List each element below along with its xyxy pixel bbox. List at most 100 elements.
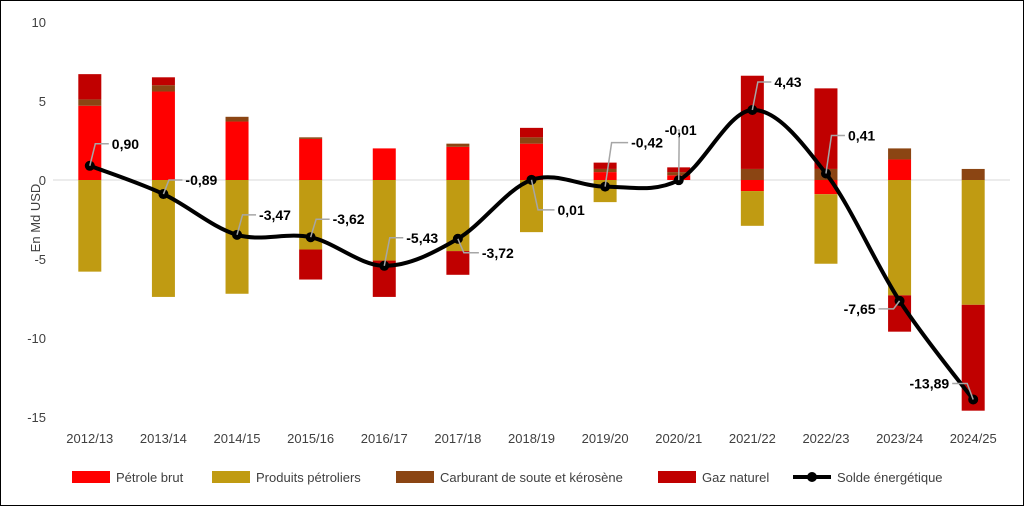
leader-line (952, 382, 974, 400)
bar-segment (372, 148, 396, 180)
x-tick-label: 2015/16 (287, 431, 334, 446)
y-tick-label: -15 (27, 410, 46, 425)
legend-label: Produits pétroliers (256, 470, 361, 485)
leader-line (825, 134, 845, 174)
y-tick-label: 10 (32, 15, 46, 30)
bar-segment (299, 137, 323, 139)
leader-line (162, 179, 183, 195)
bar-segment (78, 105, 102, 180)
bar-segment (151, 180, 175, 297)
x-tick-label: 2024/25 (950, 431, 997, 446)
bar-segment (740, 191, 764, 226)
bar-segment (299, 249, 323, 280)
bar-segment (961, 168, 985, 180)
bar-segment (372, 180, 396, 261)
bar-segment (888, 148, 912, 160)
legend-label: Solde énergétique (837, 470, 943, 485)
y-tick-label: -10 (27, 331, 46, 346)
leader-line (878, 300, 901, 310)
y-tick-label: -5 (34, 252, 46, 267)
bar-segment (225, 121, 249, 180)
x-tick-label: 2019/20 (582, 431, 629, 446)
data-label: -3,72 (482, 245, 514, 261)
x-tick-label: 2017/18 (434, 431, 481, 446)
y-tick-label: 0 (39, 173, 46, 188)
bar-segment (78, 74, 102, 100)
leader-line (530, 179, 555, 211)
data-label: -3,47 (259, 207, 291, 223)
data-label: -0,01 (665, 122, 697, 138)
bar-segment (520, 143, 543, 180)
legend-swatch (396, 471, 434, 483)
y-tick-label: 5 (39, 94, 46, 109)
x-tick-label: 2013/14 (140, 431, 187, 446)
legend-swatch (212, 471, 250, 483)
bar-segment (299, 180, 323, 250)
x-tick-label: 2022/23 (802, 431, 849, 446)
bar-segment (961, 180, 985, 305)
bar-segment (888, 295, 912, 332)
x-tick-label: 2012/13 (66, 431, 113, 446)
leader-line (383, 237, 404, 266)
legend-swatch (72, 471, 110, 483)
data-label: -3,62 (333, 211, 365, 227)
leader-line (236, 214, 257, 236)
x-tick-label: 2018/19 (508, 431, 555, 446)
bar-segment (888, 180, 912, 296)
leader-line (457, 238, 479, 254)
bar-segment (520, 127, 543, 138)
x-tick-label: 2014/15 (214, 431, 261, 446)
bar-segment (593, 168, 617, 173)
x-ticks: 2012/13 2013/14 2014/15 2015/16 2016/17 2017/… (66, 431, 996, 446)
bar-segment (151, 77, 175, 86)
bar-segment (593, 172, 617, 180)
bar-segment (299, 138, 323, 180)
data-label: 0,90 (112, 136, 139, 152)
legend: Pétrole brut Produits pétroliers Carburant… (72, 470, 943, 485)
legend-label: Gaz naturel (702, 470, 769, 485)
legend-swatch (658, 471, 696, 483)
data-label: -0,42 (631, 135, 663, 151)
x-tick-label: 2021/22 (729, 431, 776, 446)
y-axis-label: En Md USD (28, 184, 43, 253)
data-label: 4,43 (774, 74, 801, 90)
bar-segment (740, 75, 764, 169)
leader-line (89, 143, 109, 166)
legend-swatch-marker (807, 472, 817, 482)
bar-segment (740, 180, 764, 192)
legend-label: Pétrole brut (116, 470, 184, 485)
bar-segment (151, 85, 175, 92)
leader-line (604, 141, 629, 187)
data-label: -5,43 (406, 230, 438, 246)
bar-segment (446, 146, 470, 180)
data-label: 0,41 (848, 128, 875, 144)
bar-segment (151, 91, 175, 180)
leader-line (751, 81, 772, 111)
x-tick-label: 2023/24 (876, 431, 923, 446)
bar-segment (888, 159, 912, 180)
bar-segment (446, 143, 470, 147)
bar-segment (225, 116, 249, 122)
y-ticks: 10 5 0 -5 -10 -15 (27, 15, 46, 425)
bar-segment (740, 168, 764, 180)
legend-label: Carburant de soute et kérosène (440, 470, 623, 485)
bar-segment (446, 251, 470, 275)
leader-line (309, 218, 330, 238)
bars (78, 74, 985, 411)
bar-segment (78, 180, 102, 272)
bar-segment (593, 162, 617, 169)
leader-line (677, 129, 680, 181)
data-labels: 0,90 -0,89 -3,47 -3,62 -5,43 -3,72 0,01 -0,42-0… (89, 74, 974, 400)
bar-segment (78, 99, 102, 106)
bar-segment (520, 180, 543, 233)
bar-segment (520, 137, 543, 144)
data-label: 0,01 (558, 202, 585, 218)
data-label: -0,89 (185, 172, 217, 188)
bar-segment (372, 260, 396, 297)
bar-segment (814, 88, 838, 169)
x-tick-label: 2016/17 (361, 431, 408, 446)
x-tick-label: 2020/21 (655, 431, 702, 446)
data-label: -13,89 (909, 375, 949, 391)
data-label: -7,65 (844, 301, 876, 317)
